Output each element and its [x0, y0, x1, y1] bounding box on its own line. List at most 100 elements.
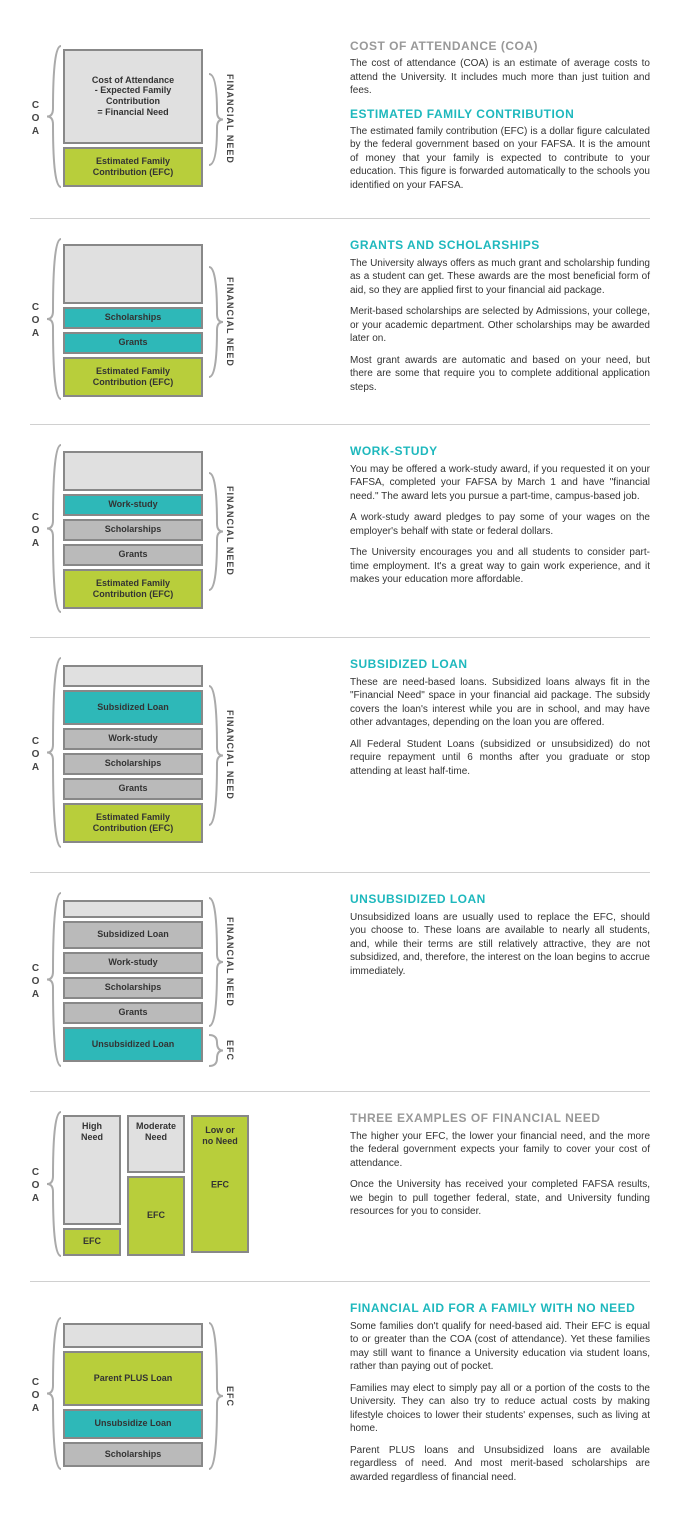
- heading: THREE EXAMPLES OF FINANCIAL NEED: [350, 1110, 650, 1126]
- paragraph: You may be offered a work-study award, i…: [350, 463, 650, 504]
- diagram: COA ScholarshipsGrantsEstimated FamilyCo…: [30, 237, 330, 406]
- financial-need-bracket: FINANCIAL NEED: [207, 896, 245, 1028]
- paragraph: The estimated family contribution (EFC) …: [350, 125, 650, 193]
- block-5: Unsubsidized Loan: [63, 1027, 203, 1062]
- paragraph: Families may elect to simply pay all or …: [350, 1382, 650, 1436]
- heading: FINANCIAL AID FOR A FAMILY WITH NO NEED: [350, 1300, 650, 1316]
- section-1: COA ScholarshipsGrantsEstimated FamilyCo…: [30, 219, 650, 425]
- paragraph: These are need-based loans. Subsidized l…: [350, 676, 650, 730]
- paragraph: Most grant awards are automatic and base…: [350, 354, 650, 395]
- coa-bracket: [45, 891, 63, 1073]
- block-4: Grants: [63, 1002, 203, 1024]
- heading: WORK-STUDY: [350, 443, 650, 459]
- block-2: Work-study: [63, 952, 203, 974]
- coa-label: COA: [30, 963, 41, 1002]
- paragraph: Parent PLUS loans and Unsubsidized loans…: [350, 1444, 650, 1485]
- block: HighNeed: [63, 1115, 121, 1225]
- paragraph: The University encourages you and all st…: [350, 546, 650, 587]
- text-area: WORK-STUDY You may be offered a work-stud…: [350, 443, 650, 619]
- heading: SUBSIDIZED LOAN: [350, 656, 650, 672]
- block-1: Work-study: [63, 494, 203, 516]
- section-6: COA Parent PLUS LoanUnsubsidize Loan Scho…: [30, 1282, 650, 1510]
- paragraph: The University always offers as much gra…: [350, 257, 650, 298]
- section-5: COA HighNeedEFCModerateNeedEFCLow orno N…: [30, 1092, 650, 1282]
- block-1: Subsidized Loan: [63, 921, 203, 949]
- diagram: COA Cost of Attendance- Expected FamilyC…: [30, 38, 330, 200]
- block-1: Parent PLUS Loan: [63, 1351, 203, 1406]
- text-area: GRANTS AND SCHOLARSHIPSThe University al…: [350, 237, 650, 406]
- paragraph: The higher your EFC, the lower your fina…: [350, 1130, 650, 1171]
- financial-need-bracket: FINANCIAL NEED: [207, 265, 245, 379]
- paragraph: Once the University has received your co…: [350, 1178, 650, 1219]
- paragraph: The cost of attendance (COA) is an estim…: [350, 57, 650, 98]
- fn-label: FINANCIAL NEED: [225, 710, 235, 800]
- block: EFC: [127, 1176, 185, 1256]
- section-0: COA Cost of Attendance- Expected FamilyC…: [30, 20, 650, 219]
- stack: Scholarships Grants Estimated FamilyContri…: [63, 244, 203, 400]
- block-2: Unsubsidize Loan: [63, 1409, 203, 1439]
- right-brackets: FINANCIAL NEED: [207, 72, 245, 167]
- block-1: Scholarships: [63, 307, 203, 329]
- heading: COST OF ATTENDANCE (COA): [350, 38, 650, 54]
- fn-label: FINANCIAL NEED: [225, 74, 235, 164]
- coa-bracket: [45, 237, 63, 406]
- right-brackets: EFC: [207, 1321, 235, 1471]
- coa-label: COA: [30, 736, 41, 775]
- block-4: Estimated FamilyContribution (EFC): [63, 569, 203, 609]
- fn-label: FINANCIAL NEED: [225, 486, 235, 576]
- coa-label: COA: [30, 1377, 41, 1416]
- diagram: COA Subsidized Loan Work-study Scholarship…: [30, 656, 330, 854]
- block-0: [63, 451, 203, 491]
- fn-label: FINANCIAL NEED: [225, 917, 235, 1007]
- diagram: COA Work-studyScholarshipsGrantsEstimate…: [30, 443, 330, 619]
- block-4: Grants: [63, 778, 203, 800]
- block-3: Estimated FamilyContribution (EFC): [63, 357, 203, 397]
- efc-bracket: EFC: [207, 1321, 235, 1471]
- stack-col-0: HighNeed EFC: [63, 1115, 121, 1259]
- stack: Parent PLUS LoanUnsubsidize Loan Scholars…: [63, 1323, 203, 1470]
- paragraph: A work-study award pledges to pay some o…: [350, 511, 650, 538]
- block-2: Grants: [63, 332, 203, 354]
- block: EFC: [63, 1228, 121, 1256]
- financial-need-bracket: FINANCIAL NEED: [207, 684, 245, 827]
- stack: Subsidized Loan Work-study Scholarships Gra…: [63, 900, 203, 1065]
- diagram: COA Parent PLUS LoanUnsubsidize Loan Scho…: [30, 1300, 330, 1492]
- heading: ESTIMATED FAMILY CONTRIBUTION: [350, 106, 650, 122]
- section-2: COA Work-studyScholarshipsGrantsEstimate…: [30, 425, 650, 638]
- diagram: COA Subsidized Loan Work-study Scholarship…: [30, 891, 330, 1073]
- text-area: UNSUBSIDIZED LOANUnsubsidized loans are …: [350, 891, 650, 1073]
- paragraph: Merit-based scholarships are selected by…: [350, 305, 650, 346]
- stack: Cost of Attendance- Expected FamilyContr…: [63, 49, 203, 190]
- right-brackets: FINANCIAL NEED EFC: [207, 896, 245, 1068]
- block-3: Scholarships: [63, 977, 203, 999]
- block-0: [63, 1323, 203, 1348]
- block-3: Scholarships: [63, 753, 203, 775]
- coa-label: COA: [30, 512, 41, 551]
- text-area: COST OF ATTENDANCE (COA) The cost of atte…: [350, 38, 650, 200]
- block-2: Work-study: [63, 728, 203, 750]
- block-0: [63, 900, 203, 918]
- stack: Subsidized Loan Work-study Scholarships Gra…: [63, 665, 203, 846]
- block: ModerateNeed: [127, 1115, 185, 1173]
- block-1: Subsidized Loan: [63, 690, 203, 725]
- financial-need-bracket: FINANCIAL NEED: [207, 471, 245, 592]
- fn-label: FINANCIAL NEED: [225, 277, 235, 367]
- coa-bracket: [45, 656, 63, 854]
- efc-label: EFC: [225, 1386, 235, 1407]
- diagram: COA HighNeedEFCModerateNeedEFCLow orno N…: [30, 1110, 330, 1263]
- efc-bracket: EFC: [207, 1033, 245, 1068]
- block-0: [63, 244, 203, 304]
- coa-label: COA: [30, 100, 41, 139]
- coa-bracket: [45, 44, 63, 194]
- right-brackets: FINANCIAL NEED: [207, 471, 245, 592]
- efc-label: EFC: [225, 1040, 235, 1061]
- block-3: Grants: [63, 544, 203, 566]
- block: Low orno NeedEFC: [191, 1115, 249, 1253]
- text-area: FINANCIAL AID FOR A FAMILY WITH NO NEEDS…: [350, 1300, 650, 1492]
- coa-bracket: [45, 1110, 63, 1263]
- section-3: COA Subsidized Loan Work-study Scholarship…: [30, 638, 650, 873]
- coa-bracket: [45, 1316, 63, 1476]
- coa-label: COA: [30, 1167, 41, 1206]
- text-area: SUBSIDIZED LOAN These are need-based loan…: [350, 656, 650, 854]
- block-3: Scholarships: [63, 1442, 203, 1467]
